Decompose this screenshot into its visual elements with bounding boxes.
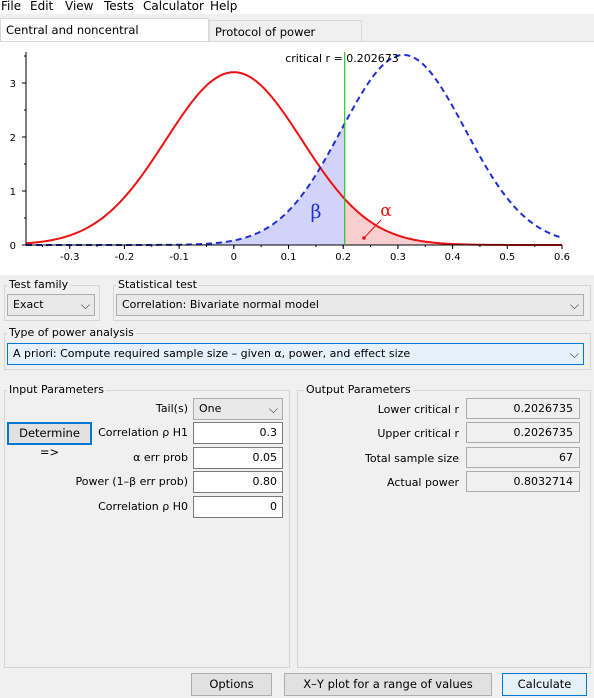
distribution-plot: -0.3 -0.2 -0.1 0 0.1 0.2 0.3 0.4 0.5 0.6 0 1 2 3 crit…	[10, 52, 570, 263]
lower-critical-r-label: Lower critical r	[377, 403, 459, 416]
correlation-h0-input[interactable]: 0	[193, 496, 283, 518]
chevron-down-icon: ⌵	[569, 298, 579, 312]
menu-file[interactable]: File	[1, 0, 22, 13]
chevron-down-icon: ⌵	[80, 298, 90, 312]
alpha-err-label: α err prob	[133, 451, 188, 464]
statistical-test-label: Statistical test	[116, 278, 199, 291]
tab-distributions[interactable]: Central and noncentral distributions	[0, 18, 209, 59]
critical-value-label: critical r = 0.202673	[285, 52, 399, 65]
xy-plot-button[interactable]: X–Y plot for a range of values	[284, 673, 492, 696]
x-tick-label: 0.5	[499, 252, 515, 263]
y-tick-label: 1	[10, 187, 16, 198]
chevron-down-icon: ⌵	[569, 347, 579, 361]
beta-symbol: β	[311, 201, 322, 223]
x-tick-label: 0.4	[445, 252, 461, 263]
menu-tests[interactable]: Tests	[104, 0, 134, 13]
actual-power-label: Actual power	[387, 476, 459, 489]
correlation-h0-label: Correlation ρ H0	[98, 500, 188, 513]
power-analysis-value: A priori: Compute required sample size –…	[13, 347, 411, 360]
alpha-err-input[interactable]: 0.05	[193, 447, 283, 469]
statistical-test-group	[113, 285, 591, 321]
y-tick-label: 2	[10, 133, 16, 144]
statistical-test-select[interactable]: Correlation: Bivariate normal model ⌵	[116, 294, 584, 316]
correlation-h1-label: Correlation ρ H1	[98, 426, 188, 439]
menu-calculator[interactable]: Calculator	[143, 0, 204, 13]
menu-view[interactable]: View	[65, 0, 94, 13]
beta-area	[26, 123, 345, 245]
tab-protocol[interactable]: Protocol of power analyses	[209, 20, 362, 61]
alpha-area	[344, 198, 562, 245]
lower-critical-r-value: 0.2026735	[466, 398, 580, 419]
power-label: Power (1–β err prob)	[75, 475, 188, 488]
x-tick-label: 0.6	[554, 252, 570, 263]
upper-critical-r-value: 0.2026735	[466, 422, 580, 443]
y-tick-label: 0	[10, 241, 16, 252]
total-sample-size-label: Total sample size	[364, 452, 459, 465]
correlation-h1-input[interactable]: 0.3	[193, 422, 283, 444]
power-input[interactable]: 0.80	[193, 471, 283, 493]
tails-select[interactable]: One ⌵	[193, 398, 283, 420]
x-tick-label: -0.1	[169, 252, 189, 263]
menu-bar: File Edit View Tests Calculator Help	[0, 0, 594, 14]
total-sample-size-value: 67	[466, 447, 580, 468]
x-tick-label: 0.2	[335, 252, 351, 263]
power-analysis-select[interactable]: A priori: Compute required sample size –…	[7, 343, 584, 365]
chevron-down-icon: ⌵	[268, 402, 278, 416]
y-tick-label: 3	[10, 79, 16, 90]
determine-button[interactable]: Determine =>	[7, 422, 92, 459]
input-parameters-title: Input Parameters	[7, 383, 106, 396]
menu-edit[interactable]: Edit	[30, 0, 54, 13]
x-tick-label: -0.2	[115, 252, 135, 263]
power-analysis-label: Type of power analysis	[7, 326, 136, 339]
x-tick-label: 0.1	[281, 252, 297, 263]
x-tick-label: 0.3	[390, 252, 406, 263]
upper-critical-r-label: Upper critical r	[377, 427, 459, 440]
alpha-pointer-dot	[362, 236, 366, 240]
input-parameters-group	[4, 390, 290, 668]
output-parameters-group	[297, 390, 591, 668]
power-analysis-group	[4, 333, 591, 370]
h1-curve	[26, 53, 563, 246]
test-family-select[interactable]: Exact ⌵	[7, 294, 95, 316]
statistical-test-value: Correlation: Bivariate normal model	[122, 298, 319, 311]
tails-value: One	[199, 402, 222, 415]
test-family-value: Exact	[13, 298, 44, 311]
test-family-label: Test family	[7, 278, 71, 291]
x-tick-label: -0.3	[60, 252, 80, 263]
x-tick-label: 0	[231, 252, 237, 263]
calculate-button[interactable]: Calculate	[502, 673, 587, 696]
distribution-plot-panel: -0.3 -0.2 -0.1 0 0.1 0.2 0.3 0.4 0.5 0.6 0 1 2 3 crit…	[0, 41, 594, 275]
menu-help[interactable]: Help	[210, 0, 238, 13]
actual-power-value: 0.8032714	[466, 471, 580, 492]
alpha-pointer	[363, 219, 382, 239]
alpha-symbol: α	[380, 201, 392, 221]
options-button[interactable]: Options	[191, 673, 272, 696]
tails-label: Tail(s)	[155, 402, 188, 415]
output-parameters-title: Output Parameters	[304, 383, 413, 396]
